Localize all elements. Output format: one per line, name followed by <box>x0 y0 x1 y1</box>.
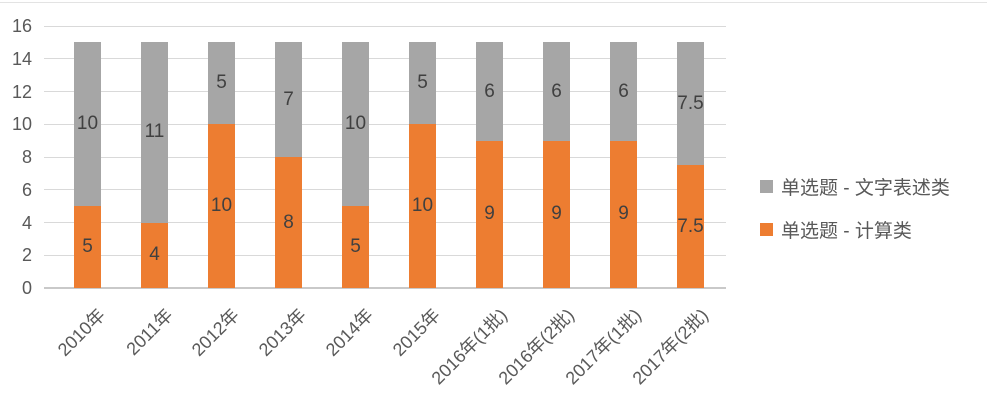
y-gridline <box>44 189 726 191</box>
legend-item-calc-type: 单选题 - 计算类 <box>760 216 950 243</box>
legend-label: 单选题 - 计算类 <box>781 221 912 242</box>
y-gridline <box>44 222 726 223</box>
chart-border-top <box>0 2 987 3</box>
data-label: 5 <box>350 236 361 258</box>
bar-segment-单选题 - 计算类-2011年: 4 <box>141 222 168 288</box>
y-gridline <box>44 25 726 27</box>
y-gridline <box>44 58 726 60</box>
bar-segment-单选题 - 文字表述类-2015年: 5 <box>409 42 436 125</box>
data-label: 10 <box>76 113 99 135</box>
bar-segment-单选题 - 计算类-2010年: 5 <box>74 206 101 288</box>
x-tick-label: 2012年 <box>188 304 244 361</box>
bar-segment-单选题 - 文字表述类-2017年(1批): 6 <box>610 42 637 141</box>
data-label: 8 <box>283 211 294 233</box>
bar-segment-单选题 - 文字表述类-2016年(2批): 6 <box>543 42 570 141</box>
data-label: 5 <box>216 72 227 94</box>
data-label: 9 <box>551 203 562 225</box>
data-label: 10 <box>411 195 434 217</box>
data-label: 7 <box>283 88 294 110</box>
y-tick-label: 16 <box>11 16 32 36</box>
x-tick-label: 2014年 <box>322 304 378 361</box>
data-label: 10 <box>344 113 367 135</box>
y-gridline <box>44 156 726 158</box>
y-tick-label: 4 <box>21 212 32 233</box>
x-tick-label: 2013年 <box>255 304 311 361</box>
y-tick-label: 6 <box>21 179 32 200</box>
x-tick-label: 2011年 <box>122 304 177 360</box>
data-label: 9 <box>618 203 629 225</box>
bar-segment-单选题 - 计算类-2017年(1批): 9 <box>610 140 637 288</box>
data-label: 6 <box>484 80 495 102</box>
legend: 单选题 - 文字表述类 单选题 - 计算类 <box>760 173 950 259</box>
legend-item-text-type: 单选题 - 文字表述类 <box>760 173 950 200</box>
data-label: 5 <box>417 72 428 94</box>
y-tick-label: 0 <box>21 278 32 298</box>
bar-segment-单选题 - 文字表述类-2014年: 10 <box>342 42 369 207</box>
y-tick-label: 12 <box>11 81 32 102</box>
data-label: 11 <box>144 121 165 143</box>
data-label: 6 <box>551 80 562 102</box>
data-label: 7.5 <box>677 92 704 114</box>
data-label: 4 <box>149 244 160 266</box>
y-tick-label: 8 <box>21 147 32 167</box>
bar-segment-单选题 - 计算类-2017年(2批): 7.5 <box>677 165 704 288</box>
data-label: 9 <box>484 203 495 225</box>
bar-segment-单选题 - 计算类-2016年(1批): 9 <box>476 140 503 288</box>
bar-segment-单选题 - 计算类-2012年: 10 <box>208 124 235 288</box>
bar-segment-单选题 - 文字表述类-2016年(1批): 6 <box>476 42 503 141</box>
bar-segment-单选题 - 计算类-2013年: 8 <box>275 157 302 288</box>
bar-segment-单选题 - 文字表述类-2012年: 5 <box>208 42 235 125</box>
bar-segment-单选题 - 文字表述类-2011年: 11 <box>141 42 168 223</box>
y-gridline <box>44 123 726 125</box>
bar-segment-单选题 - 文字表述类-2017年(2批): 7.5 <box>677 42 704 166</box>
bar-segment-单选题 - 文字表述类-2013年: 7 <box>275 42 302 157</box>
y-gridline <box>44 254 726 256</box>
x-axis-line <box>44 287 726 289</box>
bar-segment-单选题 - 计算类-2015年: 10 <box>409 124 436 288</box>
bar-segment-单选题 - 文字表述类-2010年: 10 <box>74 42 101 207</box>
y-tick-label: 14 <box>11 48 32 69</box>
legend-label: 单选题 - 文字表述类 <box>781 178 950 199</box>
data-label: 5 <box>82 236 93 258</box>
y-tick-label: 2 <box>21 245 32 266</box>
legend-swatch-orange-icon <box>760 223 773 236</box>
y-gridline <box>44 91 726 92</box>
bar-segment-单选题 - 计算类-2014年: 5 <box>342 206 369 288</box>
data-label: 7.5 <box>677 215 704 237</box>
bar-segment-单选题 - 计算类-2016年(2批): 9 <box>543 140 570 288</box>
data-label: 10 <box>210 195 233 217</box>
y-tick-label: 10 <box>11 114 32 135</box>
legend-swatch-gray-icon <box>760 180 773 193</box>
data-label: 6 <box>618 80 629 102</box>
x-tick-label: 2010年 <box>54 304 110 361</box>
x-tick-label: 2015年 <box>389 304 445 361</box>
